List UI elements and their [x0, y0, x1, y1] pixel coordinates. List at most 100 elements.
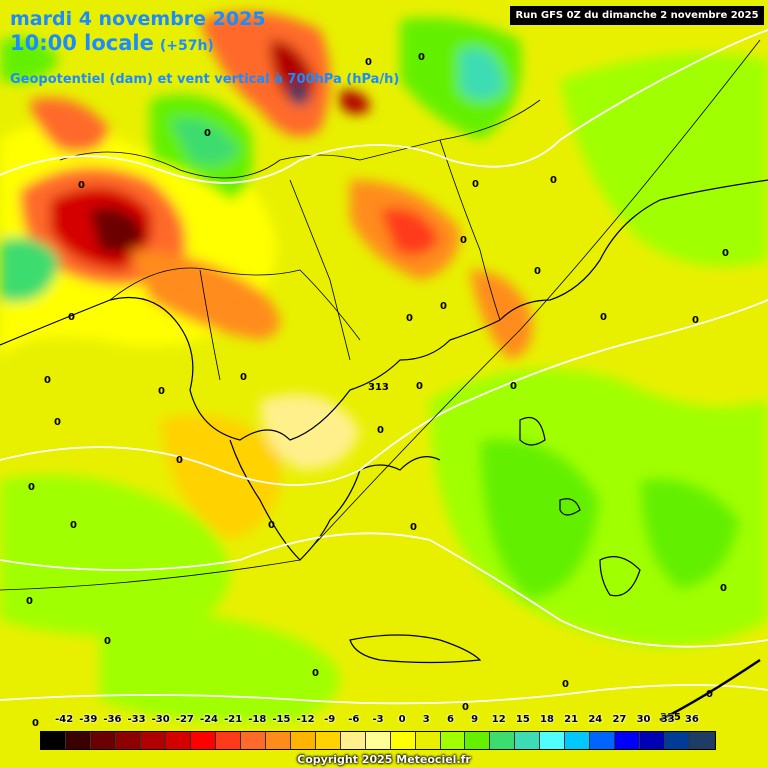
legend-swatch: [90, 732, 116, 749]
legend-swatch: [640, 732, 666, 749]
zero-contour-label: 0: [600, 312, 607, 323]
legend-value: 36: [684, 714, 699, 725]
zero-contour-label: 0: [377, 425, 384, 436]
legend-value: -27: [175, 714, 194, 725]
legend-value: 6: [446, 714, 454, 725]
legend-swatch: [340, 732, 366, 749]
zero-contour-label: 0: [78, 180, 85, 191]
legend-swatch: [515, 732, 541, 749]
forecast-date: mardi 4 novembre 2025: [10, 8, 266, 30]
zero-contour-label: 0: [416, 381, 423, 392]
contour-label: 313: [368, 382, 389, 393]
legend-swatch: [165, 732, 191, 749]
legend-value: 21: [564, 714, 579, 725]
legend-swatch: [465, 732, 491, 749]
zero-contour-label: 0: [410, 522, 417, 533]
zero-contour-label: 0: [240, 372, 247, 383]
legend-value: -21: [224, 714, 243, 725]
legend-value: -39: [79, 714, 98, 725]
legend-swatch: [140, 732, 166, 749]
legend-value: -24: [199, 714, 219, 725]
zero-contour-label: 0: [28, 482, 35, 493]
zero-contour-label: 0: [44, 375, 51, 386]
zero-contour-label: 0: [706, 689, 713, 700]
zero-contour-label: 0: [722, 248, 729, 259]
legend-value: -6: [348, 714, 360, 725]
legend-swatch: [41, 732, 66, 749]
legend-value: 30: [636, 714, 651, 725]
legend-swatch: [115, 732, 141, 749]
zero-contour-label: 0: [472, 179, 479, 190]
forecast-time: 10:00 locale (+57h): [10, 31, 214, 55]
zero-contour-label: 0: [312, 668, 319, 679]
zero-labels: 0 0 0 0 0 0 0 0 0 0 0 0 0 0 0 0 0 0 0 0 0 0 0 0 0 0 0 0 0 0 0 0 0 0: [26, 52, 729, 729]
zero-contour-label: 0: [32, 718, 39, 729]
run-info: Run GFS 0Z du dimanche 2 novembre 2025: [510, 6, 764, 25]
zero-contour-label: 0: [462, 702, 469, 713]
legend-swatch: [290, 732, 316, 749]
legend-swatch: [390, 732, 416, 749]
legend-value: 3: [422, 714, 430, 725]
zero-contour-label: 0: [104, 636, 111, 647]
zero-contour-label: 0: [534, 266, 541, 277]
contour-label: 315: [660, 712, 681, 723]
zero-contour-label: 0: [54, 417, 61, 428]
legend-colorbar: [40, 731, 716, 750]
legend-value: -18: [248, 714, 267, 725]
zero-contour-label: 0: [268, 520, 275, 531]
legend-value: 12: [491, 714, 506, 725]
legend-value: -36: [103, 714, 122, 725]
legend-swatch: [415, 732, 441, 749]
zero-contour-label: 0: [70, 520, 77, 531]
legend-value: 9: [471, 714, 479, 725]
zero-contour-label: 0: [562, 679, 569, 690]
legend-value: 15: [515, 714, 530, 725]
zero-contour-label: 0: [158, 386, 165, 397]
legend-swatch: [490, 732, 516, 749]
zero-contour-label: 0: [720, 583, 727, 594]
zero-contour-label: 0: [365, 57, 372, 68]
zero-contour-label: 0: [406, 313, 413, 324]
coastlines: [0, 179, 768, 664]
legend-swatch: [690, 732, 716, 749]
geopotential-contour: [0, 39, 761, 591]
forecast-offset: (+57h): [159, 38, 214, 54]
zero-contour-label: 0: [68, 312, 75, 323]
legend-value: -42: [55, 714, 74, 725]
zero-contour-label: 0: [204, 128, 211, 139]
legend-swatch: [265, 732, 291, 749]
legend-swatch: [615, 732, 641, 749]
legend-value: -9: [324, 714, 336, 725]
forecast-hour: 10:00 locale: [10, 31, 154, 55]
legend-swatch: [440, 732, 466, 749]
legend-swatch: [665, 732, 691, 749]
field-shading: [0, 12, 768, 723]
legend-value: -15: [272, 714, 291, 725]
legend-swatch: [365, 732, 391, 749]
copyright: Copyright 2025 Meteociel.fr: [297, 753, 471, 766]
legend-value: 0: [398, 714, 406, 725]
legend-value: 24: [588, 714, 603, 725]
legend-labels: -42 -39 -36 -33 -30 -27 -24 -21 -18 -15 -12 -9 -6 -3 0…: [40, 714, 716, 728]
legend-value: -12: [296, 714, 315, 725]
legend-swatch: [65, 732, 91, 749]
legend-swatch: [240, 732, 266, 749]
field-description: Geopotentiel (dam) et vent vertical à 70…: [10, 72, 400, 87]
legend-value: 33: [660, 714, 675, 725]
legend-swatch: [190, 732, 216, 749]
zero-contour-label: 0: [26, 596, 33, 607]
legend-swatch: [540, 732, 566, 749]
zero-contour-label: 0: [692, 315, 699, 326]
zero-contour-label: 0: [418, 52, 425, 63]
zero-contour-label: 0: [440, 301, 447, 312]
legend-swatch: [215, 732, 241, 749]
legend-swatch: [315, 732, 341, 749]
geopotential-contour-bold: [659, 658, 761, 722]
contour-lines: [0, 29, 768, 705]
legend-value: -33: [127, 714, 146, 725]
zero-contour-label: 0: [510, 381, 517, 392]
legend-value: -3: [372, 714, 384, 725]
zero-contour-label: 0: [176, 455, 183, 466]
legend-value: 27: [612, 714, 627, 725]
